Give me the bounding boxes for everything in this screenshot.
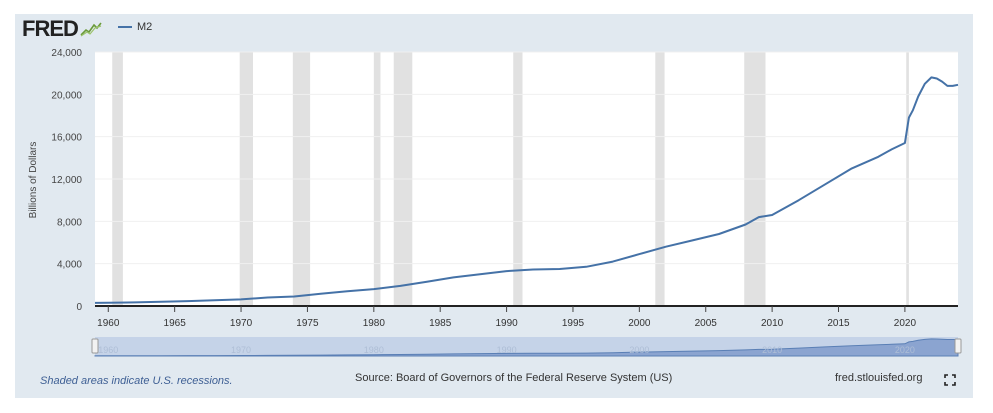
x-tick-label: 2000: [628, 318, 651, 329]
navigator-label: 1970: [231, 345, 251, 355]
y-tick-label: 0: [76, 302, 82, 313]
navigator-label: 2020: [895, 345, 915, 355]
x-tick-label: 2010: [761, 318, 784, 329]
fullscreen-icon[interactable]: [944, 374, 956, 386]
x-tick-label: 1965: [164, 318, 187, 329]
recession-note: Shaded areas indicate U.S. recessions.: [40, 375, 233, 387]
navigator-handle-left[interactable]: [91, 338, 99, 354]
legend-series-label: M2: [137, 21, 153, 33]
y-tick-label: 20,000: [51, 90, 82, 101]
x-tick-label: 1980: [363, 318, 386, 329]
navigator-handle-right[interactable]: [954, 338, 962, 354]
x-tick-label: 2020: [894, 318, 917, 329]
fred-logo-text: FRED: [22, 16, 79, 41]
y-tick-label: 12,000: [51, 175, 82, 186]
x-tick-label: 1985: [429, 318, 452, 329]
legend-line-swatch: [118, 26, 132, 28]
x-tick-label: 1970: [230, 318, 253, 329]
navigator-label: 1990: [497, 345, 517, 355]
x-tick-label: 1975: [296, 318, 319, 329]
source-credit: Source: Board of Governors of the Federa…: [355, 372, 673, 384]
x-tick-label: 1990: [495, 318, 518, 329]
x-tick-label: 1995: [562, 318, 585, 329]
fred-logo[interactable]: FRED: [22, 16, 102, 41]
x-tick-label: 2015: [827, 318, 850, 329]
navigator-label: 1980: [364, 345, 384, 355]
y-tick-label: 8,000: [57, 217, 82, 228]
site-link[interactable]: fred.stlouisfed.org: [835, 372, 923, 384]
navigator-series: [94, 338, 959, 357]
y-axis-title: Billions of Dollars: [28, 142, 39, 219]
y-tick-label: 4,000: [57, 260, 82, 271]
fred-logo-graph-icon: [80, 22, 102, 37]
navigator-label: 1960: [98, 345, 118, 355]
navigator-label: 2010: [762, 345, 782, 355]
series-line-m2: [94, 76, 959, 304]
y-tick-label: 24,000: [51, 48, 82, 59]
navigator-label: 2000: [629, 345, 649, 355]
legend[interactable]: M2: [118, 21, 152, 33]
y-tick-label: 16,000: [51, 133, 82, 144]
x-tick-label: 1960: [97, 318, 120, 329]
x-tick-label: 2005: [695, 318, 718, 329]
